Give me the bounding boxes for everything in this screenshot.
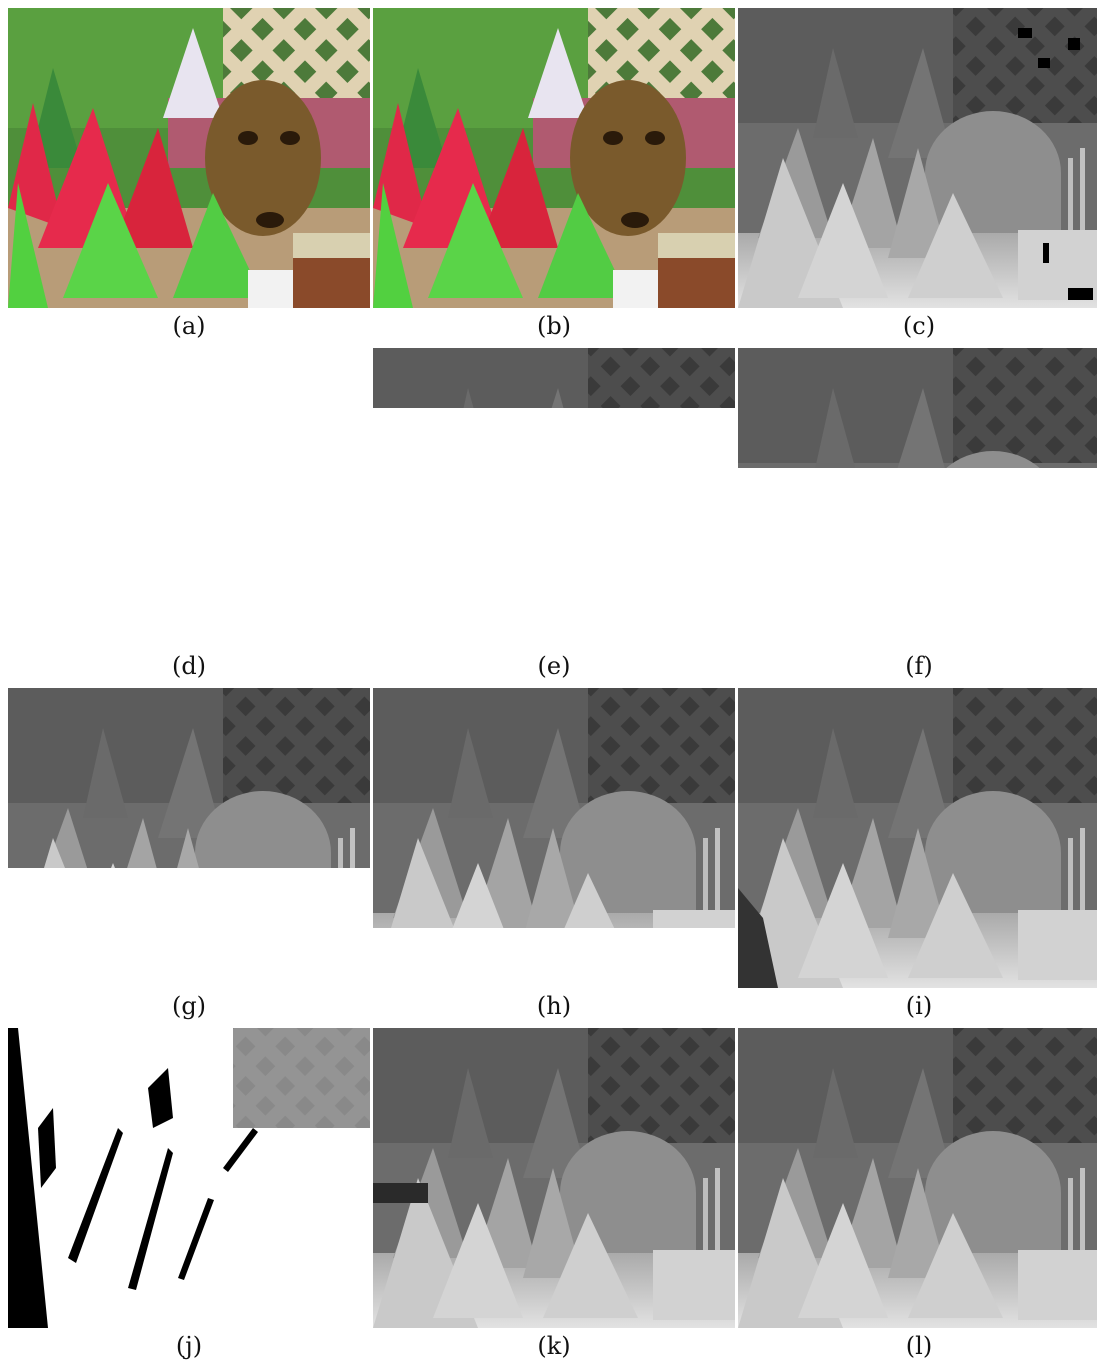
panel-caption: (f) — [738, 652, 1097, 680]
panel-caption: (e) — [373, 652, 735, 680]
mismatch — [233, 1028, 370, 1128]
panel-image — [738, 688, 1097, 988]
hole — [1038, 58, 1050, 68]
noise — [373, 408, 735, 648]
panel-image — [8, 1028, 370, 1328]
panel-image — [8, 8, 370, 308]
noise — [8, 868, 370, 988]
hole — [1068, 288, 1093, 300]
panel-caption: (h) — [373, 992, 735, 1020]
panel-caption: (j) — [8, 1332, 370, 1360]
panel-image — [8, 688, 370, 988]
panel-caption: (d) — [8, 652, 370, 680]
hole — [1043, 243, 1049, 263]
panel-image — [738, 1028, 1097, 1328]
streak — [373, 1183, 428, 1203]
hole — [1018, 28, 1032, 38]
panel-image — [373, 1028, 735, 1328]
depth-map — [373, 1028, 735, 1328]
panel-image — [373, 688, 735, 988]
noise — [738, 468, 1097, 648]
panel-caption: (k) — [373, 1332, 735, 1360]
panel-caption: (g) — [8, 992, 370, 1020]
panel-image — [738, 348, 1097, 648]
depth-map — [738, 1028, 1097, 1328]
panel-caption: (c) — [738, 312, 1097, 340]
panel-image — [373, 8, 735, 308]
color-image — [8, 8, 370, 308]
panel-caption: (b) — [373, 312, 735, 340]
hole — [1068, 38, 1080, 50]
panel-caption: (l) — [738, 1332, 1097, 1360]
noise — [8, 348, 370, 648]
noise — [373, 928, 735, 988]
depth-map — [738, 688, 1097, 988]
color-image — [373, 8, 735, 308]
panel-caption: (a) — [8, 312, 370, 340]
panel-image — [738, 8, 1097, 308]
panel-caption: (i) — [738, 992, 1097, 1020]
panel-image — [373, 348, 735, 648]
panel-image — [8, 348, 370, 648]
figure-page: {"panels": [ {"caption": "(a)"}, {"capti… — [0, 0, 1097, 1365]
